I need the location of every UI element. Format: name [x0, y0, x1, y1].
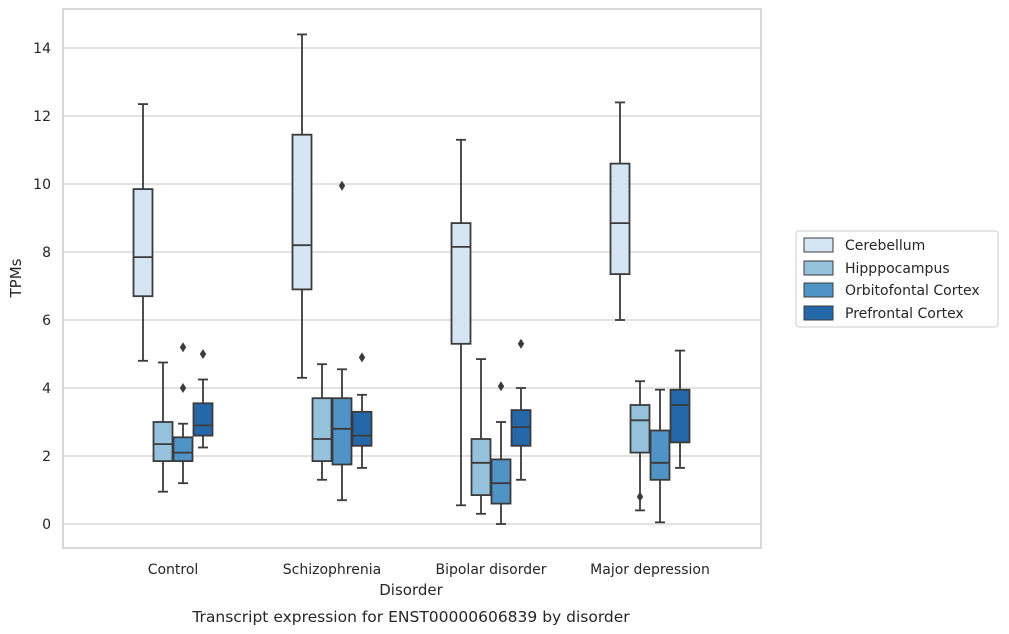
- y-tick-labels: 0 2 4 6 8 10 12 14: [33, 41, 51, 533]
- box-schizophrenia-hipppocampus: [311, 363, 333, 481]
- box-major-depression-hipppocampus: [629, 380, 651, 512]
- box-control-prefrontal-cortex: [192, 349, 214, 449]
- x-tick-label-schizophrenia: Schizophrenia: [283, 562, 381, 578]
- box-control-hipppocampus-iqr: [152, 421, 174, 462]
- box-control-cerebellum: [132, 103, 154, 362]
- chart-caption: Transcript expression for ENST0000060683…: [191, 608, 630, 626]
- legend-label-hippocampus: Hipppocampus: [845, 261, 950, 277]
- y-axis-title: TPMs: [7, 258, 25, 298]
- box-major-depression-prefrontal-cortex: [669, 349, 691, 469]
- y-tick-label-2: 2: [42, 449, 51, 465]
- box-major-depression-cerebellum-iqr: [609, 162, 631, 276]
- box-schizophrenia-prefrontal-cortex: [351, 352, 373, 469]
- box-schizophrenia-orbitofontal-cortex: [331, 180, 353, 502]
- box-major-depression-hipppocampus-iqr: [629, 404, 651, 454]
- box-bipolar-disorder-orbitofontal-cortex: [490, 381, 512, 525]
- box-major-depression-cerebellum: [609, 101, 631, 321]
- legend-frame: [795, 230, 999, 328]
- box-bipolar-disorder-orbitofontal-cortex-flier-0: [497, 381, 505, 392]
- box-bipolar-disorder-hipppocampus-iqr: [470, 438, 492, 496]
- box-major-depression-hipppocampus-flier-0: [636, 491, 644, 502]
- y-tick-label-4: 4: [42, 381, 51, 397]
- box-control-prefrontal-cortex-flier-0: [199, 349, 207, 359]
- x-tick-label-bipolar-disorder: Bipolar disorder: [435, 562, 546, 578]
- y-tick-label-8: 8: [42, 245, 51, 261]
- box-bipolar-disorder-hipppocampus: [470, 358, 492, 515]
- box-schizophrenia-cerebellum: [291, 33, 313, 379]
- plot-frame: [62, 8, 762, 549]
- box-schizophrenia-hipppocampus-iqr: [311, 397, 333, 463]
- legend-swatch-hippocampus: [803, 260, 834, 276]
- box-bipolar-disorder-cerebellum: [450, 138, 472, 507]
- box-control-prefrontal-cortex-iqr: [192, 402, 214, 437]
- legend-swatch-orbitofrontal: [803, 282, 834, 298]
- y-tick-label-6: 6: [42, 313, 51, 329]
- box-control-cerebellum-iqr: [132, 188, 154, 298]
- box-major-depression-prefrontal-cortex-iqr: [669, 388, 691, 444]
- box-bipolar-disorder-prefrontal-cortex-flier-0: [517, 338, 525, 349]
- y-tick-label-10: 10: [33, 177, 51, 193]
- box-bipolar-disorder-prefrontal-cortex: [510, 338, 532, 481]
- box-control-orbitofontal-cortex-iqr: [172, 436, 194, 462]
- legend-label-prefrontal: Prefrontal Cortex: [845, 306, 964, 322]
- x-tick-label-major-depression: Major depression: [590, 562, 710, 578]
- box-schizophrenia-prefrontal-cortex-flier-0: [358, 352, 366, 363]
- box-control-orbitofontal-cortex: [172, 342, 194, 485]
- y-tick-label-0: 0: [42, 517, 51, 533]
- box-major-depression-orbitofontal-cortex: [649, 388, 671, 524]
- boxes: [132, 33, 691, 525]
- legend-label-orbitofrontal: Orbitofontal Cortex: [845, 283, 980, 299]
- legend-swatch-prefrontal: [803, 305, 834, 321]
- x-tick-label-control: Control: [148, 562, 199, 578]
- box-control-orbitofontal-cortex-flier-0: [179, 342, 187, 353]
- box-schizophrenia-orbitofontal-cortex-iqr: [331, 397, 353, 466]
- y-tick-label-14: 14: [33, 41, 51, 57]
- box-schizophrenia-orbitofontal-cortex-flier-0: [338, 180, 346, 191]
- legend-swatch-cerebellum: [803, 237, 834, 253]
- box-control-orbitofontal-cortex-flier-1: [179, 383, 187, 393]
- box-schizophrenia-cerebellum-iqr: [291, 133, 313, 291]
- legend-label-cerebellum: Cerebellum: [845, 238, 925, 254]
- y-tick-label-12: 12: [33, 109, 51, 125]
- box-major-depression-orbitofontal-cortex-iqr: [649, 429, 671, 481]
- box-bipolar-disorder-orbitofontal-cortex-iqr: [490, 458, 512, 505]
- box-control-hipppocampus: [152, 361, 174, 493]
- box-bipolar-disorder-cerebellum-iqr: [450, 222, 472, 345]
- x-tick-labels: Control Schizophrenia Bipolar disorder Majo…: [148, 562, 710, 578]
- box-schizophrenia-prefrontal-cortex-iqr: [351, 410, 373, 447]
- legend[interactable]: Cerebellum Hipppocampus Orbitofontal Cor…: [795, 230, 999, 328]
- x-axis-title: Disorder: [379, 581, 443, 599]
